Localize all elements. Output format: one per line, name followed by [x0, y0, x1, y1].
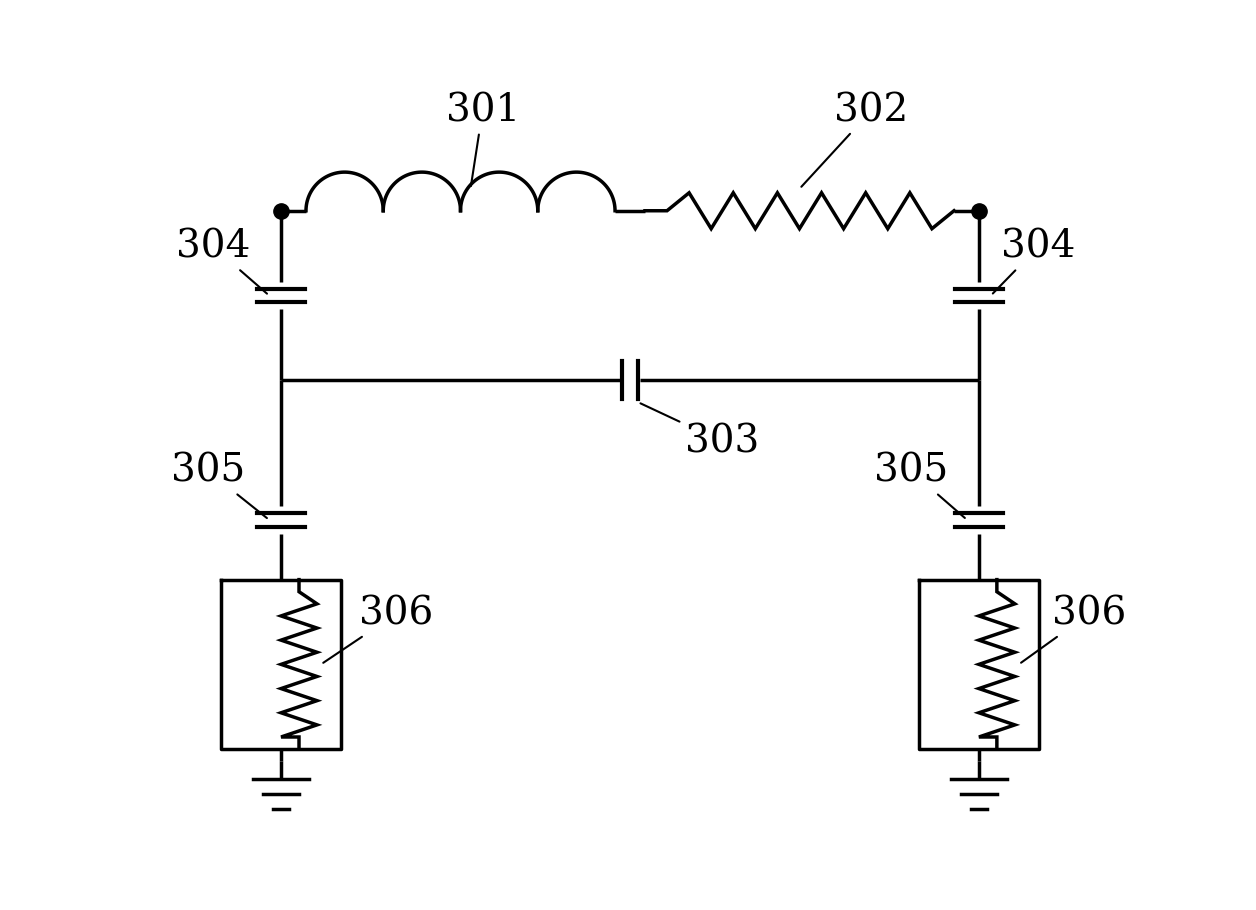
Text: 304: 304: [992, 228, 1075, 294]
Text: 301: 301: [446, 92, 520, 186]
Text: 306: 306: [323, 595, 433, 662]
Text: 306: 306: [1021, 595, 1125, 662]
Text: 305: 305: [874, 453, 965, 518]
Text: 305: 305: [171, 453, 268, 518]
Text: 303: 303: [641, 403, 759, 460]
Text: 302: 302: [801, 92, 908, 187]
Text: 304: 304: [176, 228, 268, 294]
